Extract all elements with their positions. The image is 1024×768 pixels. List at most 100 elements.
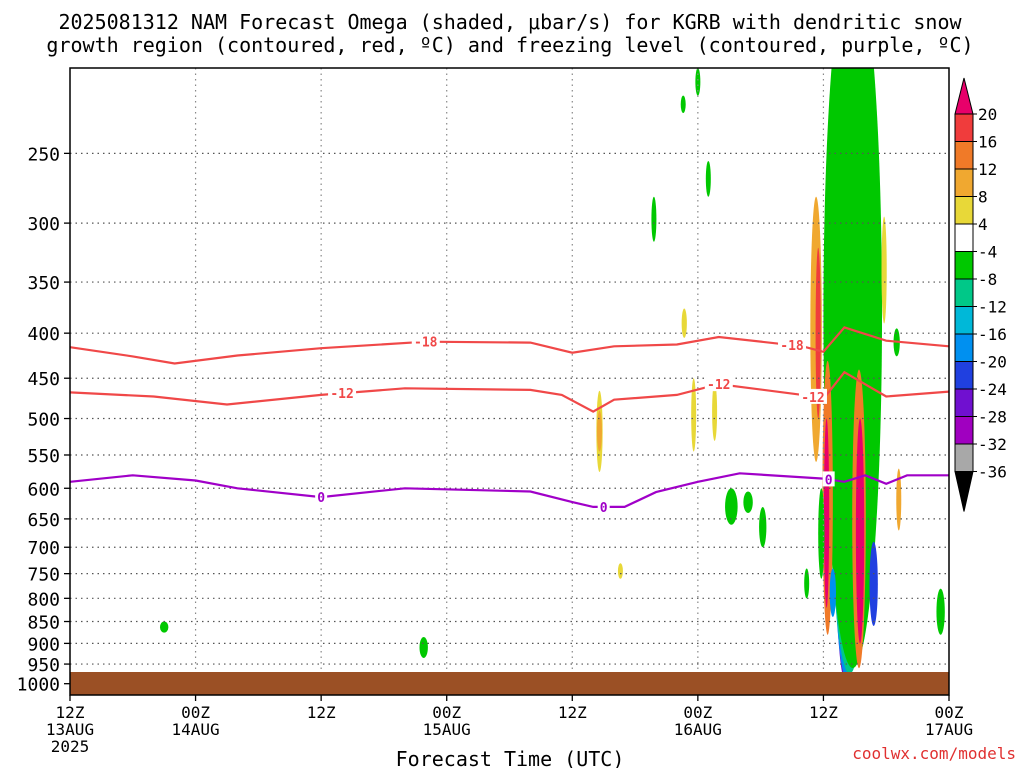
omega-cell-30	[651, 196, 657, 242]
omega-cell-29	[695, 68, 701, 96]
contour-label-bg	[704, 376, 733, 392]
omega-cell-17	[881, 216, 887, 324]
colorbar-swatch-5	[954, 223, 974, 252]
x-tick-label-60-0: 00Z	[683, 703, 712, 722]
omega-cell-18	[759, 506, 767, 548]
omega-cell-22	[691, 378, 697, 452]
colorbar-swatch-9	[954, 333, 974, 362]
colorbar: 20 16 12 8 4 -4 -8 -12 -16 -20 -24 -28 -32 -36	[954, 77, 1007, 512]
contour-label-2-0: 0	[317, 491, 325, 506]
contour-line-2	[69, 472, 949, 508]
contour-label-2-1: 0	[600, 501, 608, 516]
credit-text: coolwx.com/models	[852, 744, 1016, 763]
y-tick-label-550: 550	[27, 446, 60, 467]
x-tick-label-84-0: 00Z	[935, 703, 964, 722]
colorbar-label-12: -32	[978, 435, 1007, 454]
x-tick-label-48-0: 12Z	[558, 703, 587, 722]
colorbar-swatch-1	[954, 113, 974, 142]
contour-label-bg	[411, 333, 440, 349]
y-tick-label-500: 500	[27, 410, 60, 431]
ground-layer	[70, 672, 949, 695]
contour-label-bg	[315, 489, 328, 505]
y-tick-label-350: 350	[27, 273, 60, 294]
colorbar-label-5: -4	[978, 243, 997, 262]
plot-frame	[69, 67, 950, 696]
colorbar-label-9: -20	[978, 353, 1007, 372]
x-tick-label-0-1: 13AUG	[46, 720, 94, 739]
x-tick-label-84-1: 17AUG	[925, 720, 973, 739]
contour-label-bg	[597, 498, 610, 514]
colorbar-label-7: -12	[978, 298, 1007, 317]
colorbar-swatch-3	[954, 168, 974, 197]
contour-label-bg	[798, 388, 827, 404]
colorbar-swatch-13	[954, 443, 974, 472]
y-tick-label-700: 700	[27, 538, 60, 559]
omega-cell-32	[159, 621, 169, 633]
x-tick-label-72-0: 12Z	[809, 703, 838, 722]
omega-cell-23	[681, 308, 687, 338]
colorbar-label-0: 20	[978, 105, 997, 124]
omega-cell-11	[869, 541, 878, 626]
colorbar-swatch-10	[954, 361, 974, 390]
axes: 2503003504004505005506006507007508008509…	[17, 67, 973, 756]
x-tick-label-0-2: 2025	[51, 737, 90, 756]
contour-label-bg	[822, 471, 835, 487]
y-tick-label-800: 800	[27, 589, 60, 610]
x-tick-label-36-0: 00Z	[432, 703, 461, 722]
y-tick-label-300: 300	[27, 214, 60, 235]
omega-cell-20	[725, 488, 738, 525]
colorbar-label-13: -36	[978, 463, 1007, 482]
omega-cell-13	[818, 488, 825, 579]
x-tick-label-60-1: 16AUG	[674, 720, 722, 739]
colorbar-label-2: 12	[978, 160, 997, 179]
omega-cell-12	[829, 568, 836, 617]
colorbar-label-1: 16	[978, 133, 997, 152]
y-tick-label-250: 250	[27, 144, 60, 165]
y-tick-label-850: 850	[27, 613, 60, 634]
colorbar-label-3: 8	[978, 188, 988, 207]
colorbar-swatch-8	[954, 306, 974, 335]
colorbar-swatch-2	[954, 141, 974, 170]
colorbar-label-11: -28	[978, 408, 1007, 427]
omega-cell-27	[680, 95, 686, 114]
colorbar-swatch-4	[954, 196, 974, 225]
omega-cell-14	[804, 568, 810, 599]
contour-label-bg	[778, 337, 807, 353]
chart-title-line1: 2025081312 NAM Forecast Omega (shaded, μ…	[58, 10, 962, 34]
omega-cell-10	[855, 418, 865, 644]
grid-lines	[70, 68, 949, 695]
x-tick-label-0-0: 12Z	[56, 703, 85, 722]
x-tick-label-12-0: 00Z	[181, 703, 210, 722]
omega-cell-21	[712, 382, 718, 441]
colorbar-label-8: -16	[978, 325, 1007, 344]
omega-cell-26	[617, 563, 623, 579]
omega-cell-8	[823, 418, 830, 608]
colorbar-top-arrow	[954, 77, 974, 115]
colorbar-swatch-12	[954, 416, 974, 445]
colorbar-swatch-11	[954, 388, 974, 417]
contour-label-2-2: 0	[825, 473, 833, 488]
y-tick-label-450: 450	[27, 369, 60, 390]
y-tick-label-400: 400	[27, 324, 60, 345]
x-axis-label: Forecast Time (UTC)	[396, 747, 625, 768]
omega-cell-15	[896, 468, 902, 531]
colorbar-bottom-arrow	[954, 471, 974, 512]
contour-label-1-2: -12	[801, 391, 824, 406]
omega-cell-25	[596, 410, 602, 452]
omega-cell-4	[823, 68, 883, 668]
y-tick-label-950: 950	[27, 655, 60, 676]
contour-label-1-1: -12	[707, 378, 730, 393]
y-tick-label-600: 600	[27, 479, 60, 500]
omega-cell-31	[936, 588, 945, 635]
x-tick-label-36-1: 15AUG	[423, 720, 471, 739]
colorbar-swatch-7	[954, 278, 974, 307]
chart-title-line2: growth region (contoured, red, ºC) and f…	[46, 33, 973, 57]
colorbar-label-6: -8	[978, 270, 997, 289]
y-tick-label-1000: 1000	[17, 675, 60, 696]
x-tick-label-12-1: 14AUG	[171, 720, 219, 739]
y-tick-label-900: 900	[27, 634, 60, 655]
contour-line-0	[69, 326, 950, 365]
temperature-contours: -18 -18 -12 -12 -12 0 0 0	[69, 326, 950, 516]
omega-cell-19	[743, 491, 753, 513]
